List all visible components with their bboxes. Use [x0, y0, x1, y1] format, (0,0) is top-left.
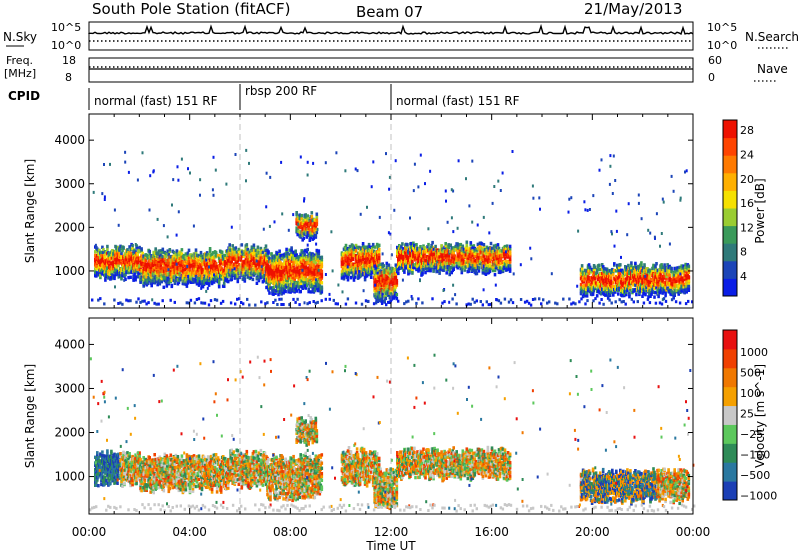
colorbar-swatch — [723, 172, 737, 191]
velocity-colorbar-tick: −25 — [740, 428, 763, 441]
power-colorbar-tick: 16 — [740, 197, 754, 210]
x-tick-label: 08:00 — [273, 525, 308, 539]
y-tick-label: 4000 — [54, 133, 85, 147]
cpid-segment-1: normal (fast) 151 RF — [94, 94, 218, 108]
colorbar-swatch — [723, 348, 737, 369]
colorbar-swatch — [723, 225, 737, 244]
x-tick-label: 00:00 — [676, 525, 711, 539]
colorbar-swatch — [723, 405, 737, 425]
colorbar-swatch — [723, 367, 737, 388]
x-tick-label: 12:00 — [374, 525, 409, 539]
freq-tick-high: 18 — [62, 54, 76, 67]
velocity-colorbar-tick: 100 — [740, 387, 761, 400]
y-tick-label: 2000 — [54, 220, 85, 234]
velocity-ylabel: Slant Range [km] — [23, 364, 37, 468]
colorbar-swatch — [723, 386, 737, 407]
nave-tick-high: 60 — [708, 54, 722, 67]
colorbar-swatch — [723, 190, 737, 209]
colorbar-swatch — [723, 330, 737, 350]
x-tick-label: 04:00 — [172, 525, 207, 539]
power-colorbar-tick: 24 — [740, 149, 754, 162]
y-tick-label: 3000 — [54, 177, 85, 191]
freq-tick-low: 8 — [65, 71, 72, 84]
cpid-label: CPID — [8, 89, 40, 103]
power-ylabel: Slant Range [km] — [23, 159, 37, 263]
power-colorbar-tick: 8 — [740, 246, 747, 259]
colorbar-swatch — [723, 481, 737, 501]
colorbar-swatch — [723, 137, 737, 156]
cpid-segment-2: rbsp 200 RF — [245, 84, 317, 98]
x-tick-label: 16:00 — [474, 525, 509, 539]
nsky-panel: N.Sky 10^5 10^0 10^5 10^0 N.Search — [3, 21, 799, 52]
velocity-colorbar-tick: 1000 — [740, 346, 768, 359]
y-tick-label: 4000 — [54, 337, 85, 351]
colorbar-swatch — [723, 155, 737, 174]
power-x-axis — [88, 114, 694, 308]
colorbar-swatch — [723, 443, 737, 463]
nsearch-tick-high: 10^5 — [707, 21, 737, 34]
colorbar-swatch — [723, 243, 737, 262]
power-colorbar-tick: 20 — [740, 173, 754, 186]
colorbar-swatch — [723, 424, 737, 444]
colorbar-swatch — [723, 462, 737, 482]
power-colorbar-label: Power [dB] — [753, 178, 767, 243]
cpid-strip: CPID normal (fast) 151 RF rbsp 200 RF no… — [8, 84, 520, 110]
velocity-colorbar-tick: 500 — [740, 367, 761, 380]
velocity-colorbar: 1000 500 100 25 −25 −100 −500 −1000 Velocity [m… — [722, 329, 777, 503]
beam-title: Beam 07 — [356, 3, 423, 21]
velocity-colorbar-tick: −500 — [740, 469, 770, 482]
freq-panel: Freq. [MHz] 18 8 60 0 Nave — [4, 54, 788, 84]
power-colorbar-tick: 4 — [740, 270, 747, 283]
freq-label: Freq. — [6, 54, 33, 67]
power-colorbar-tick: 28 — [740, 124, 754, 137]
colorbar-swatch — [723, 120, 737, 139]
time-xlabel: Time UT — [365, 539, 416, 553]
x-tick-label: 00:00 — [72, 525, 107, 539]
velocity-heatmap — [89, 353, 696, 513]
power-heatmap — [91, 148, 694, 307]
nsky-tick-low: 10^0 — [51, 39, 81, 52]
y-tick-label: 2000 — [54, 426, 85, 440]
colorbar-swatch — [723, 260, 737, 279]
y-tick-label: 1000 — [54, 470, 85, 484]
y-tick-label: 1000 — [54, 264, 85, 278]
nsearch-label: N.Search — [745, 30, 799, 44]
y-tick-label: 3000 — [54, 381, 85, 395]
station-title: South Pole Station (fitACF) — [92, 0, 290, 18]
nave-tick-low: 0 — [708, 71, 715, 84]
time-tick-labels: 00:00 04:00 08:00 12:00 16:00 20:00 00:00 — [72, 525, 711, 539]
velocity-colorbar-tick: −100 — [740, 449, 770, 462]
nsky-label: N.Sky — [3, 30, 37, 44]
x-tick-label: 20:00 — [575, 525, 610, 539]
power-panel: Slant Range [km] 1000 2000 3000 4000 — [23, 113, 694, 309]
velocity-colorbar-tick: 25 — [740, 408, 754, 421]
nsearch-tick-low: 10^0 — [707, 39, 737, 52]
date-title: 21/May/2013 — [584, 0, 682, 18]
nsky-tick-high: 10^5 — [51, 21, 81, 34]
nsky-traces — [88, 23, 694, 42]
colorbar-swatch — [723, 278, 737, 297]
nave-label: Nave — [757, 62, 788, 76]
colorbar-swatch — [723, 208, 737, 227]
power-y-axis: 1000 2000 3000 4000 — [54, 133, 693, 278]
velocity-colorbar-tick: −1000 — [740, 490, 777, 503]
power-colorbar-tick: 12 — [740, 221, 754, 234]
cpid-segment-3: normal (fast) 151 RF — [396, 94, 520, 108]
velocity-colorbar-label: Velocity [m s^-1] — [753, 364, 767, 468]
velocity-y-axis: 1000 2000 3000 4000 — [54, 337, 693, 484]
freq-unit: [MHz] — [4, 67, 36, 80]
power-colorbar: 4 8 12 16 20 24 28 Power [dB] — [722, 119, 767, 297]
freq-traces — [89, 66, 693, 70]
velocity-x-axis — [88, 318, 694, 514]
